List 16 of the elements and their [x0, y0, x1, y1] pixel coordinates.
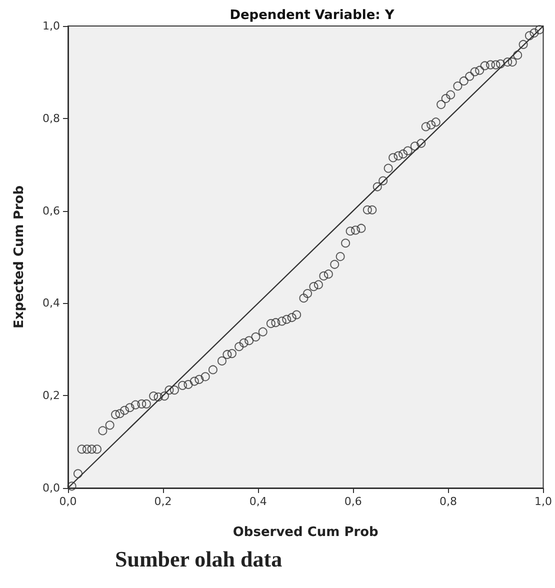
- y-tick-label: 1,0: [42, 20, 60, 32]
- x-tick-label: 0,4: [249, 495, 267, 508]
- x-tick-label: 0,6: [344, 495, 362, 508]
- y-tick-label: 0,0: [42, 482, 60, 494]
- chart-title: Dependent Variable: Y: [230, 8, 395, 23]
- y-axis-title: Expected Cum Prob: [12, 186, 27, 328]
- y-tick-label: 0,8: [42, 112, 60, 125]
- x-tick-label: 0,2: [154, 495, 172, 508]
- y-tick-label: 0,6: [42, 204, 60, 218]
- text: Sumber olah data: [115, 546, 282, 572]
- x-tick-label: 1,0: [534, 495, 552, 508]
- x-axis-title: Observed Cum Prob: [232, 525, 378, 540]
- y-tick-label: 0,2: [42, 389, 60, 402]
- y-tick-label: 0,4: [42, 296, 60, 310]
- x-tick-label: 0,8: [439, 495, 457, 508]
- x-tick-label: 0,0: [59, 495, 77, 508]
